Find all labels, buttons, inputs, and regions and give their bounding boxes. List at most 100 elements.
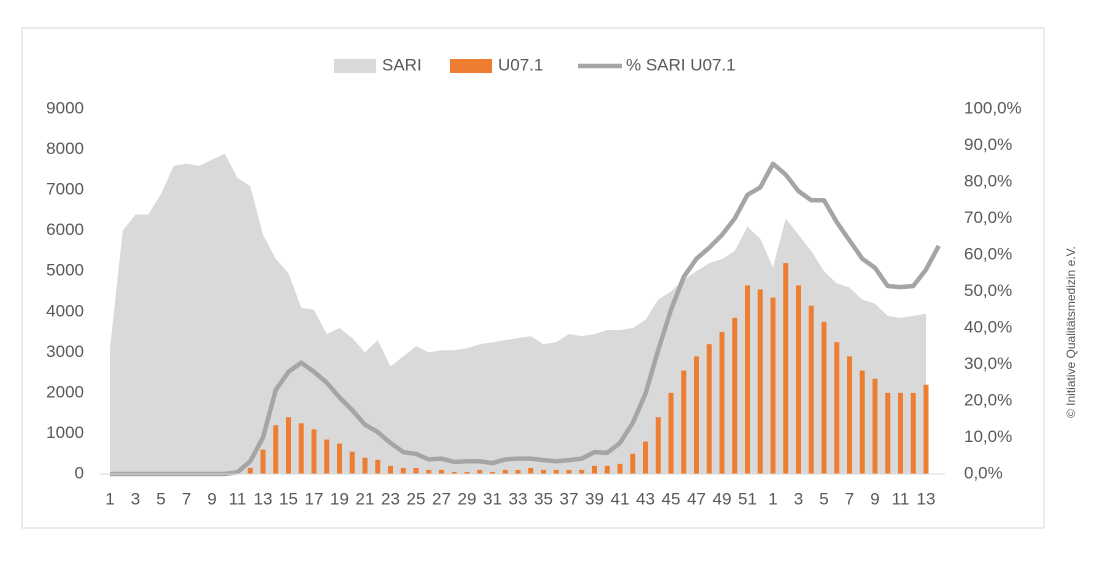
bar [413, 467, 419, 474]
bar [655, 417, 661, 474]
x-tick-label: 9 [870, 489, 879, 508]
x-tick-label: 33 [509, 489, 528, 508]
x-tick-label: 3 [794, 489, 803, 508]
bar [400, 467, 406, 474]
bar [847, 356, 852, 474]
credit: © Initiative Qualitätsmedizin e.V. [1064, 246, 1078, 418]
legend-label: SARI [382, 55, 422, 74]
y-tick-label: 6000 [46, 220, 84, 239]
x-tick-label: 1 [105, 489, 114, 508]
x-tick-label: 19 [330, 489, 349, 508]
bar [898, 392, 903, 474]
x-tick-label: 39 [585, 489, 604, 508]
x-tick-label: 43 [636, 489, 655, 508]
bar [604, 465, 610, 474]
x-tick-label: 13 [254, 489, 273, 508]
bar [337, 443, 342, 474]
y-tick-label: 2000 [46, 382, 84, 401]
x-tick-label: 35 [534, 489, 553, 508]
bar [630, 453, 636, 474]
x-tick-label: 5 [156, 489, 165, 508]
bar [923, 384, 929, 474]
bar [694, 356, 699, 474]
y2-tick-label: 30,0% [964, 354, 1012, 373]
y2-tick-label: 70,0% [964, 208, 1012, 227]
x-tick-label: 3 [131, 489, 140, 508]
bar [706, 344, 712, 474]
x-tick-label: 45 [662, 489, 681, 508]
y2-tick-label: 40,0% [964, 317, 1012, 336]
bar [490, 471, 495, 474]
bar [247, 467, 253, 474]
y2-tick-label: 90,0% [964, 135, 1012, 154]
x-tick-label: 31 [483, 489, 502, 508]
y2-tick-label: 100,0% [964, 98, 1022, 117]
y-tick-label: 3000 [46, 342, 84, 361]
x-tick-label: 1 [768, 489, 777, 508]
bar [834, 342, 840, 474]
bar [885, 392, 891, 474]
bar [375, 459, 381, 474]
x-tick-label: 47 [687, 489, 706, 508]
y-tick-label: 4000 [46, 301, 84, 320]
y2-tick-label: 10,0% [964, 427, 1012, 446]
x-tick-label: 7 [845, 489, 854, 508]
y-tick-label: 1000 [46, 423, 84, 442]
y-tick-label: 7000 [46, 180, 84, 199]
x-tick-label: 21 [356, 489, 375, 508]
bar [324, 439, 330, 474]
bar [821, 321, 827, 474]
bar [464, 471, 470, 474]
x-tick-label: 37 [560, 489, 579, 508]
legend-label: % SARI U07.1 [626, 55, 736, 74]
x-tick-label: 29 [458, 489, 477, 508]
bar [719, 332, 725, 474]
legend-swatch [334, 59, 376, 73]
bar [451, 471, 457, 474]
bar [796, 285, 801, 474]
bar [553, 469, 559, 474]
bar [311, 429, 317, 474]
legend-label: U07.1 [498, 55, 543, 74]
y-tick-label: 5000 [46, 261, 84, 280]
bar [579, 469, 585, 474]
bar [298, 423, 304, 474]
bar [515, 469, 521, 474]
x-tick-label: 49 [713, 489, 732, 508]
y2-tick-label: 20,0% [964, 390, 1012, 409]
bar [502, 469, 508, 474]
x-tick-label: 11 [892, 489, 910, 508]
y-tick-label: 8000 [46, 139, 84, 158]
bar [859, 370, 865, 474]
bar [528, 467, 534, 474]
bar [745, 285, 750, 474]
x-tick-label: 51 [738, 489, 757, 508]
x-tick-label: 25 [407, 489, 426, 508]
line [110, 161, 941, 477]
x-tick-label: 13 [917, 489, 936, 508]
bar [617, 463, 623, 474]
x-tick-label: 5 [819, 489, 828, 508]
bar [541, 469, 546, 474]
x-tick-label: 27 [432, 489, 451, 508]
y-tick-label: 0 [75, 463, 84, 482]
legend-swatch [450, 59, 492, 73]
bar [808, 305, 814, 474]
y-tick-label: 9000 [46, 98, 84, 117]
bar [273, 425, 279, 474]
bar [477, 469, 483, 474]
x-tick-label: 41 [611, 489, 630, 508]
bar [566, 469, 572, 474]
bar [260, 449, 266, 474]
bar [757, 289, 763, 474]
bar [286, 417, 291, 474]
y2-tick-label: 0,0% [964, 463, 1003, 482]
bar [732, 317, 738, 474]
bar [770, 297, 776, 474]
bar [362, 457, 368, 474]
x-tick-label: 11 [229, 489, 247, 508]
bar [592, 465, 597, 474]
y2-tick-label: 60,0% [964, 244, 1012, 263]
bar [681, 370, 687, 474]
